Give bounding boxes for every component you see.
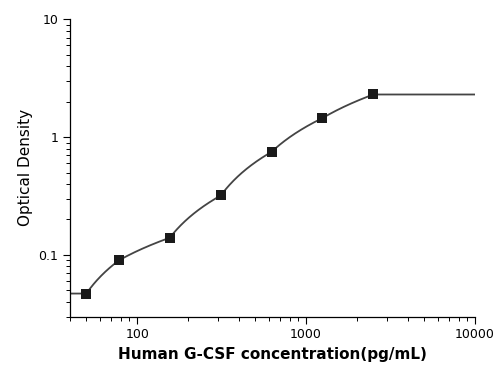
Point (115, 257, 123, 263)
Point (370, 91, 378, 98)
Point (217, 192, 225, 198)
Point (82, 290, 90, 296)
Point (318, 115, 326, 121)
Y-axis label: Optical Density: Optical Density (18, 109, 33, 227)
X-axis label: Human G-CSF concentration(pg/mL): Human G-CSF concentration(pg/mL) (118, 347, 427, 362)
Point (268, 149, 276, 155)
Point (166, 235, 174, 241)
